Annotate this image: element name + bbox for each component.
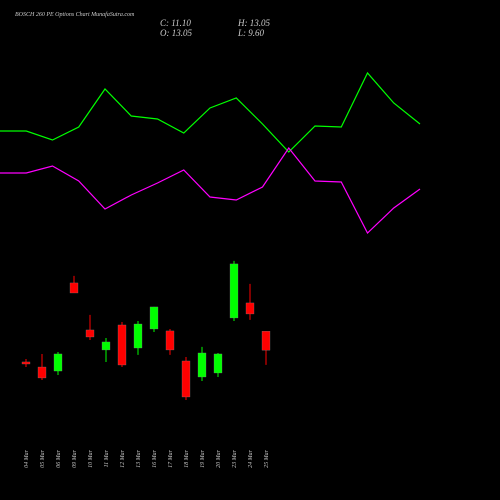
ohlc-low: L: 9.60 [237,28,265,38]
x-tick-label: 05 Mar [40,449,46,467]
x-tick-label: 20 Mar [216,449,222,467]
x-tick-label: 04 Mar [23,449,30,467]
x-tick-label: 16 Mar [152,449,158,467]
x-tick-label: 12 Mar [120,449,126,467]
candle-body [37,366,47,379]
x-tick-label: 25 Mar [264,449,270,467]
candle-body [85,329,95,338]
x-tick-label: 10 Mar [88,449,94,467]
x-tick-label: 13 Mar [136,449,142,467]
candle-body [149,306,159,330]
x-tick-label: 06 Mar [56,449,62,467]
line-series [0,71,421,153]
candle-body [245,302,255,315]
x-tick-label: 18 Mar [184,449,190,467]
candle-body [101,341,111,351]
candle-body [133,323,143,349]
candle-body [181,360,191,398]
candle-body [165,330,175,351]
x-tick-label: 09 Mar [72,449,78,467]
x-tick-label: 24 Mar [247,449,254,467]
candle-body [53,353,63,372]
candle-body [21,361,31,365]
candle-body [261,331,271,351]
ohlc-close: C: 11.10 [160,18,191,28]
x-tick-label: 11 Mar [104,449,110,467]
candle-body [229,263,239,319]
ohlc-open: O: 13.05 [160,28,192,38]
ohlc-high: H: 13.05 [237,18,270,28]
x-tick-label: 17 Mar [168,449,174,467]
candle-body [117,324,127,366]
candle-body [197,352,207,378]
x-tick-label: 19 Mar [200,449,206,467]
candle-body [69,282,79,294]
candle-body [213,353,223,374]
x-tick-label: 23 Mar [232,449,238,467]
line-series [0,146,421,234]
chart-title: BOSCH 260 PE Options Chart MunafaSutra.c… [15,11,135,18]
